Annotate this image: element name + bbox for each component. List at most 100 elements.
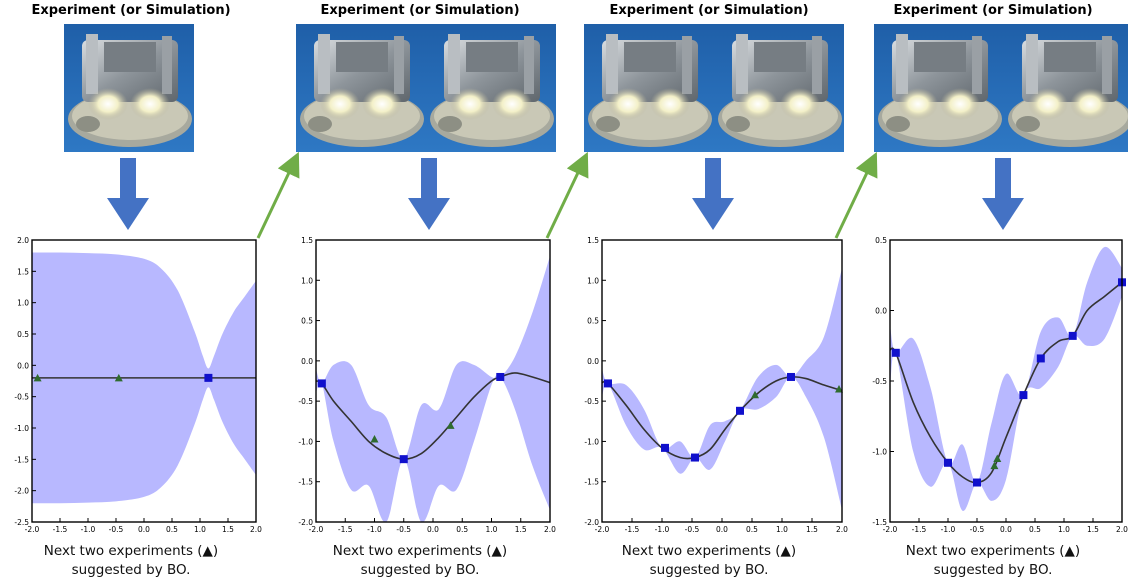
- y-tick-label: -1.0: [14, 424, 29, 433]
- y-tick-label: -2.0: [584, 518, 599, 527]
- x-tick-label: -1.5: [625, 525, 640, 534]
- observed-point: [891, 348, 900, 357]
- stage-4: Experiment (or Simulation) -2.0 -1.5 -1.0-…: [858, 0, 1128, 584]
- next-iteration-arrow-icon: [256, 151, 300, 239]
- y-tick-label: 0.0: [301, 357, 313, 366]
- x-tick-label: 0.0: [1000, 525, 1012, 534]
- x-tick-label: -0.5: [970, 525, 985, 534]
- observed-point: [973, 478, 981, 487]
- x-tick-label: 1.0: [776, 525, 788, 534]
- x-tick-label: 0.5: [1029, 525, 1041, 534]
- mean-line: [316, 372, 550, 460]
- stage-caption: Next two experiments (▲) suggested by BO…: [570, 542, 848, 580]
- y-tick-label: -1.0: [298, 437, 313, 446]
- observed-point: [604, 379, 612, 388]
- y-tick-label: -0.5: [298, 397, 313, 406]
- observed-point: [496, 372, 505, 381]
- y-tick-label: -2.0: [298, 518, 313, 527]
- stage-caption: Next two experiments (▲) suggested by BO…: [858, 542, 1128, 580]
- x-tick-label: -1.5: [338, 525, 353, 534]
- y-tick-label: 1.0: [17, 299, 29, 308]
- confidence-band: [316, 256, 550, 522]
- x-tick-label: 1.0: [1058, 525, 1070, 534]
- y-tick-label: -1.5: [298, 478, 313, 487]
- suggested-point: [446, 421, 455, 429]
- caption-line-1: Next two experiments (▲): [332, 543, 508, 559]
- y-tick-label: -1.5: [584, 478, 599, 487]
- y-tick-label: 1.0: [301, 276, 313, 285]
- x-tick-label: 2.0: [544, 525, 556, 534]
- y-tick-label: 2.0: [17, 236, 29, 245]
- observed-point: [736, 406, 744, 415]
- suggested-point: [370, 435, 379, 443]
- x-tick-label: 1.5: [222, 525, 234, 534]
- y-tick-label: 0.5: [587, 317, 599, 326]
- x-tick-label: -1.0: [81, 525, 96, 534]
- observed-point: [944, 458, 952, 467]
- observed-point: [317, 379, 326, 388]
- observed-point: [1036, 354, 1045, 363]
- x-tick-label: -0.5: [396, 525, 411, 534]
- gp-plot: -2.0 -1.5 -1.0 -0.5 0.0 0.5 1.0 1.5 2.0 1.5 1.0 0.5…: [298, 236, 556, 534]
- y-tick-label: -2.0: [14, 487, 29, 496]
- y-tick-label: 0.0: [17, 361, 29, 370]
- x-tick-label: -2.0: [595, 525, 610, 534]
- caption-line-1: Next two experiments (▲): [621, 543, 797, 559]
- caption-line-1: Next two experiments (▲): [43, 543, 219, 559]
- x-tick-label: 0.5: [456, 525, 468, 534]
- suggested-point: [835, 385, 843, 393]
- x-tick-label: 1.5: [1087, 525, 1099, 534]
- x-tick-label: -1.5: [912, 525, 927, 534]
- stage-3: Experiment (or Simulation) -2.0 -1.5 -1.0 -…: [570, 0, 848, 584]
- y-tick-label: 1.5: [301, 236, 313, 245]
- x-tick-label: 2.0: [1116, 525, 1128, 534]
- x-tick-label: 0.5: [746, 525, 758, 534]
- stage-1: Experiment (or Simulation) -2.0 -1.5 -1.0-…: [0, 0, 262, 584]
- x-tick-label: -0.5: [109, 525, 124, 534]
- x-tick-label: -0.5: [685, 525, 700, 534]
- y-tick-label: 0.0: [587, 357, 599, 366]
- observed-point: [787, 372, 795, 381]
- caption-line-2: suggested by BO.: [649, 562, 769, 578]
- y-tick-label: 1.5: [17, 267, 29, 276]
- y-tick-label: -1.0: [584, 437, 599, 446]
- gp-plot: -2.0 -1.5 -1.0 -0.5 0.0 0.5 1.0 1.5 2.0 1.5 1.0 0.5…: [584, 236, 848, 534]
- gp-plot: -2.0 -1.5 -1.0 -0.5 0.0 0.5 1.0 1.5 2.00.50.0-0.…: [872, 236, 1128, 534]
- y-tick-label: -0.5: [584, 397, 599, 406]
- y-tick-label: 0.0: [875, 307, 887, 316]
- observed-point: [204, 373, 213, 382]
- caption-line-1: Next two experiments (▲): [905, 543, 1081, 559]
- x-tick-label: 1.5: [806, 525, 818, 534]
- x-tick-label: -2.0: [25, 525, 40, 534]
- x-tick-label: 0.0: [138, 525, 150, 534]
- stage-caption: Next two experiments (▲) suggested by BO…: [284, 542, 556, 580]
- y-tick-label: 0.5: [301, 317, 313, 326]
- gp-plot: -2.0 -1.5 -1.0 -0.5 0.0 0.5 1.0 1.5 2.0 2.0 1.5 1.0…: [14, 236, 262, 534]
- observed-point: [1019, 391, 1028, 400]
- x-tick-label: 0.0: [716, 525, 728, 534]
- stage-heading: Experiment (or Simulation): [609, 3, 809, 18]
- y-tick-label: -2.5: [14, 518, 29, 527]
- x-tick-label: 0.0: [427, 525, 439, 534]
- observed-point: [661, 443, 669, 452]
- stage-caption: Next two experiments (▲) suggested by BO…: [0, 542, 262, 580]
- x-tick-label: -1.0: [655, 525, 670, 534]
- y-tick-label: -1.0: [872, 448, 887, 457]
- suggested-point: [33, 373, 42, 382]
- y-tick-label: 0.5: [17, 330, 29, 339]
- y-tick-label: -0.5: [14, 393, 29, 402]
- stage-2: Experiment (or Simulation) -2.0 -1.5 -1.0-…: [284, 0, 556, 584]
- suggested-point: [990, 461, 999, 470]
- x-tick-label: -1.0: [941, 525, 956, 534]
- x-tick-label: 2.0: [836, 525, 848, 534]
- x-tick-label: -1.5: [53, 525, 68, 534]
- y-tick-label: 1.0: [587, 276, 599, 285]
- x-tick-label: 1.0: [194, 525, 206, 534]
- next-iteration-arrow-icon: [834, 151, 878, 239]
- observed-point: [1068, 331, 1077, 340]
- observed-point: [691, 453, 699, 462]
- x-tick-label: 1.0: [486, 525, 498, 534]
- x-tick-label: 2.0: [250, 525, 262, 534]
- suggested-point: [751, 390, 759, 399]
- next-iteration-arrow-icon: [545, 151, 589, 239]
